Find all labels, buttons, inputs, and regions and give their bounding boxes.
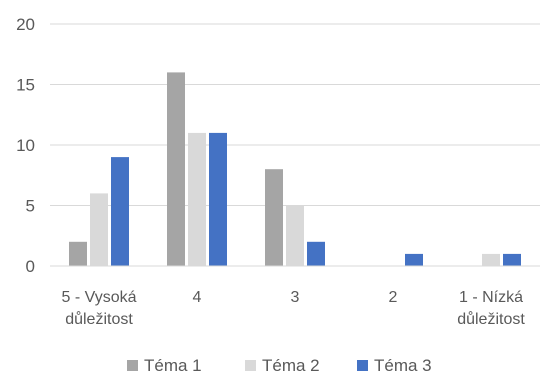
legend-label: Téma 1 <box>144 356 202 375</box>
bar-tema-3-cat-1 <box>209 132 227 266</box>
x-category-label: důležitost <box>457 310 525 328</box>
bar-tema-2-cat-2 <box>286 205 304 266</box>
y-axis-ticks: 0 5 10 15 20 <box>16 15 35 276</box>
legend: Téma 1 Téma 2 Téma 3 <box>127 356 432 375</box>
bar-tema-1-cat-1 <box>167 72 185 267</box>
x-axis: 5 - Vysoká důležitost 4 3 2 1 - Nízká důležito… <box>50 265 540 328</box>
bar-tema-2-cat-4 <box>482 253 500 266</box>
bar-tema-2-cat-0 <box>90 193 108 266</box>
bar-tema-3-cat-3 <box>405 253 423 266</box>
bar-tema-3-cat-2 <box>307 241 325 266</box>
legend-swatch <box>245 360 256 371</box>
bar-tema-3-cat-4 <box>503 253 521 266</box>
x-category-label: důležitost <box>65 310 133 328</box>
x-category-label: 5 - Vysoká <box>62 289 137 306</box>
legend-swatch <box>357 360 368 371</box>
bar-tema-2-cat-1 <box>188 132 206 266</box>
y-tick-label: 0 <box>26 257 35 276</box>
x-category-label: 1 - Nízká <box>459 289 523 306</box>
legend-label: Téma 2 <box>262 356 320 375</box>
bar-tema-1-cat-0 <box>69 241 87 266</box>
x-category-label: 4 <box>193 289 202 306</box>
y-tick-label: 5 <box>26 197 35 216</box>
x-category-label: 3 <box>291 289 300 306</box>
y-tick-label: 20 <box>16 15 35 34</box>
y-tick-label: 15 <box>16 76 35 95</box>
bar-tema-1-cat-2 <box>265 169 283 266</box>
bar-tema-3-cat-0 <box>111 157 129 266</box>
legend-swatch <box>127 360 138 371</box>
legend-label: Téma 3 <box>374 356 432 375</box>
y-tick-label: 10 <box>16 136 35 155</box>
bars <box>69 72 521 267</box>
x-category-label: 2 <box>389 289 398 306</box>
